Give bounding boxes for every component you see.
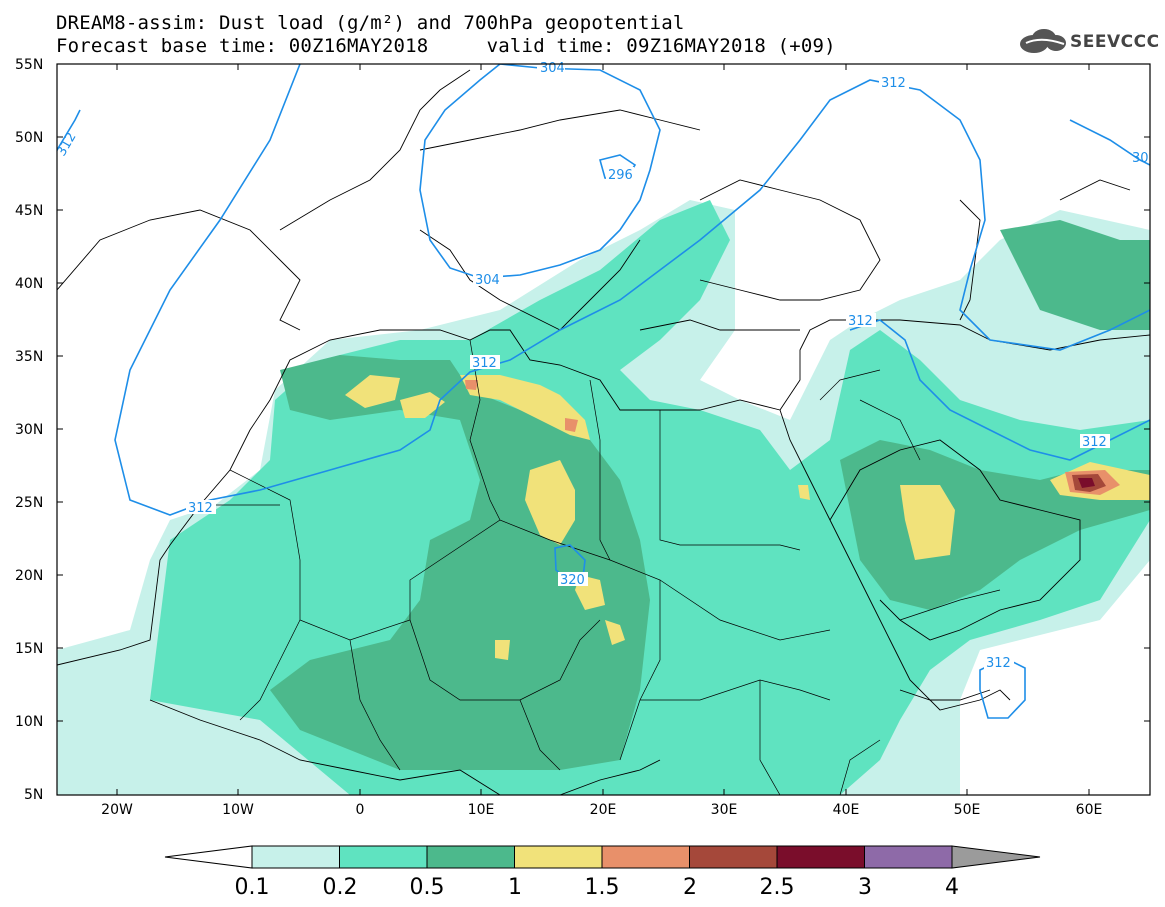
contour-label: 304 [540, 61, 565, 76]
contour-label: 312 [881, 76, 906, 91]
logo-text: SEEVCCC [1070, 32, 1160, 52]
dust-region-dark [270, 355, 650, 770]
contour-label: 30 [1132, 151, 1149, 166]
contour-label: 312 [472, 356, 497, 371]
cloud-icon [1020, 29, 1066, 53]
colorbar-segment [251, 845, 340, 869]
dust-region-maroon [1078, 478, 1095, 488]
legend-tick: 1 [508, 875, 522, 900]
colorbar-segment [601, 845, 690, 869]
lon-label: 10E [468, 802, 495, 818]
colorbar-segment [689, 845, 778, 869]
colorbar-segment [514, 845, 603, 869]
lat-label: 50N [15, 130, 43, 146]
lat-label: 35N [15, 349, 43, 365]
axis-ticks [57, 63, 1150, 795]
lon-label: 20E [590, 802, 617, 818]
legend-ticks: 0.1 0.2 0.5 1 1.5 2 2.5 3 4 [235, 875, 960, 900]
lon-label: 20W [101, 802, 133, 818]
lat-label: 55N [15, 57, 43, 73]
colorbar-segment [864, 845, 953, 869]
lon-label: 40E [833, 802, 860, 818]
lon-label: 60E [1076, 802, 1103, 818]
lat-label: 45N [15, 203, 43, 219]
map-title: DREAM8-assim: Dust load (g/m²) and 700hP… [56, 12, 685, 34]
colorbar-arrow-left [164, 845, 253, 869]
dust-region-yellow [495, 640, 510, 660]
lat-label: 30N [15, 422, 43, 438]
contour-label: 312 [986, 656, 1011, 671]
dust-region-orange [465, 380, 478, 390]
lon-label: 0 [356, 802, 365, 818]
legend-tick: 0.1 [235, 875, 270, 900]
legend-tick: 1.5 [585, 875, 620, 900]
lat-label: 25N [15, 495, 43, 511]
lat-label: 5N [24, 787, 43, 803]
legend-tick: 2.5 [760, 875, 795, 900]
dust-region-dark [1000, 220, 1150, 330]
dust-region-orange [565, 418, 578, 432]
lon-label: 50E [954, 802, 981, 818]
contour-label: 312 [848, 314, 873, 329]
contour-label: 320 [560, 573, 585, 588]
contour-label: 304 [475, 273, 500, 288]
latitude-labels: 55N 50N 45N 40N 35N 30N 25N 20N 15N 10N … [15, 57, 43, 803]
forecast-time-line: Forecast base time: 00Z16MAY2018 valid t… [56, 35, 836, 57]
dust-region-yellow [605, 620, 625, 645]
dust-region-yellow [400, 392, 445, 418]
contour-label: 296 [608, 168, 633, 183]
colorbar-arrow-right [951, 845, 1041, 869]
legend-colorbar [164, 845, 1041, 869]
legend-tick: 3 [858, 875, 872, 900]
legend-tick: 0.5 [410, 875, 445, 900]
legend-tick: 0.2 [323, 875, 358, 900]
contour-label: 312 [1082, 435, 1107, 450]
dust-region-yellow [798, 485, 810, 500]
lon-label: 30E [711, 802, 738, 818]
contour-labels: 304 296 312 312 312 304 312 320 312 312 … [54, 61, 1148, 671]
colorbar-segment [339, 845, 428, 869]
dust-fields [57, 200, 1150, 795]
lat-label: 40N [15, 276, 43, 292]
legend-tick: 2 [683, 875, 697, 900]
colorbar-segment [776, 845, 865, 869]
colorbar-segment [426, 845, 515, 869]
dust-region-yellow [900, 485, 955, 560]
lat-label: 15N [15, 641, 43, 657]
lon-label: 10W [222, 802, 254, 818]
contour-label: 312 [54, 130, 79, 159]
legend-tick: 4 [945, 875, 959, 900]
country-borders [200, 339, 1001, 795]
lat-label: 20N [15, 568, 43, 584]
dust-region-yellow [525, 460, 575, 545]
longitude-labels: 20W 10W 0 10E 20E 30E 40E 50E 60E [101, 802, 1102, 818]
contour-label: 312 [188, 501, 213, 516]
dust-region-yellow [460, 375, 590, 440]
coastlines [57, 69, 1150, 795]
lat-label: 10N [15, 714, 43, 730]
dust-region-yellow [345, 375, 400, 408]
